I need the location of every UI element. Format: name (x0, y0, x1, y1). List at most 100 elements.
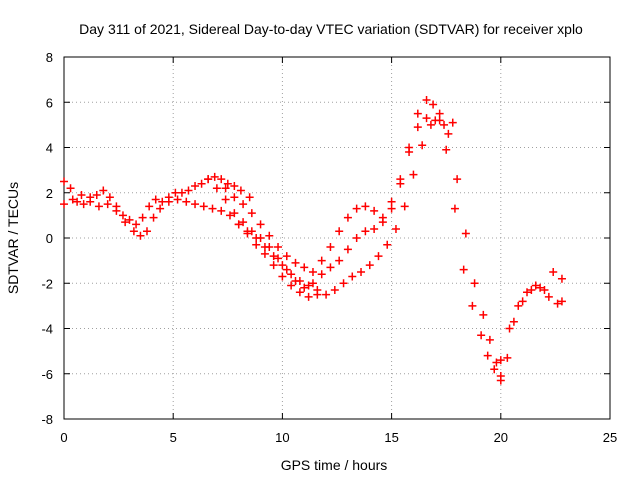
series-5 (234, 220, 322, 301)
data-point (177, 188, 186, 197)
data-point (374, 252, 383, 261)
data-point (156, 204, 165, 213)
data-points (60, 95, 566, 385)
data-point (400, 202, 409, 211)
x-tick-label: 15 (384, 430, 398, 445)
data-point (282, 265, 291, 274)
data-point (435, 109, 444, 118)
data-point (60, 200, 68, 209)
data-point (79, 200, 88, 209)
data-point (118, 211, 127, 220)
data-point (92, 191, 101, 200)
data-point (221, 195, 230, 204)
data-point (60, 177, 68, 186)
data-point (536, 283, 545, 292)
data-point (413, 109, 422, 118)
data-point (387, 197, 396, 206)
data-point (236, 186, 245, 195)
data-point (243, 229, 252, 238)
data-point (461, 229, 470, 238)
data-point (245, 193, 254, 202)
data-point (274, 254, 283, 263)
data-point (132, 220, 141, 229)
data-point (405, 143, 414, 152)
data-point (383, 240, 392, 249)
data-point (527, 286, 536, 295)
data-point (326, 263, 335, 272)
data-point (121, 218, 130, 227)
data-point (453, 175, 462, 184)
data-point (230, 181, 239, 190)
data-point (313, 290, 322, 299)
data-point (217, 175, 226, 184)
data-point (210, 172, 219, 181)
data-point (422, 95, 431, 104)
data-point (164, 197, 173, 206)
data-point (361, 202, 370, 211)
data-point (343, 213, 352, 222)
y-tick-label: -8 (41, 412, 53, 427)
data-point (234, 220, 243, 229)
data-point (348, 272, 357, 281)
data-point (514, 301, 523, 310)
data-point (509, 317, 518, 326)
data-point (287, 270, 296, 279)
data-point (282, 252, 291, 261)
data-point (191, 200, 200, 209)
series-4 (221, 95, 505, 385)
data-point (492, 358, 501, 367)
data-point (274, 243, 283, 252)
data-point (239, 200, 248, 209)
data-point (357, 267, 366, 276)
chart-title: Day 311 of 2021, Sidereal Day-to-day VTE… (79, 21, 583, 37)
data-point (422, 114, 431, 123)
data-point (99, 186, 108, 195)
y-tick-label: -4 (41, 322, 53, 337)
data-point (540, 286, 549, 295)
data-point (230, 209, 239, 218)
data-point (145, 202, 154, 211)
data-point (149, 213, 158, 222)
data-point (330, 286, 339, 295)
data-point (256, 234, 265, 242)
data-point (343, 245, 352, 254)
series-6 (496, 267, 566, 365)
data-point (549, 267, 558, 276)
data-point (304, 281, 313, 290)
grid-layer (64, 57, 610, 419)
data-point (269, 261, 278, 270)
data-point (291, 276, 300, 285)
data-point (477, 331, 486, 340)
data-point (479, 310, 488, 319)
data-point (73, 197, 82, 206)
data-point (335, 227, 344, 236)
data-point (278, 272, 287, 281)
data-point (295, 288, 304, 297)
data-point (335, 256, 344, 265)
y-tick-label: 4 (46, 141, 53, 156)
data-point (391, 224, 400, 233)
data-point (531, 281, 540, 290)
data-point (496, 376, 505, 385)
series-2 (60, 109, 566, 381)
data-point (544, 292, 553, 301)
data-point (151, 195, 160, 204)
x-axis-label: GPS time / hours (281, 457, 388, 473)
y-tick-label: -2 (41, 276, 53, 291)
x-tick-label: 25 (603, 430, 617, 445)
data-point (125, 215, 134, 224)
data-point (553, 299, 562, 308)
data-point (505, 324, 514, 333)
series-3 (204, 114, 457, 292)
data-point (304, 292, 313, 301)
data-point (440, 120, 449, 129)
data-point (300, 283, 309, 292)
data-point (278, 261, 287, 270)
data-point (204, 175, 213, 184)
y-tick-label: 2 (46, 186, 53, 201)
data-point (300, 263, 309, 272)
data-point (557, 274, 566, 283)
data-point (370, 206, 379, 215)
data-point (217, 206, 226, 215)
data-point (269, 252, 278, 261)
